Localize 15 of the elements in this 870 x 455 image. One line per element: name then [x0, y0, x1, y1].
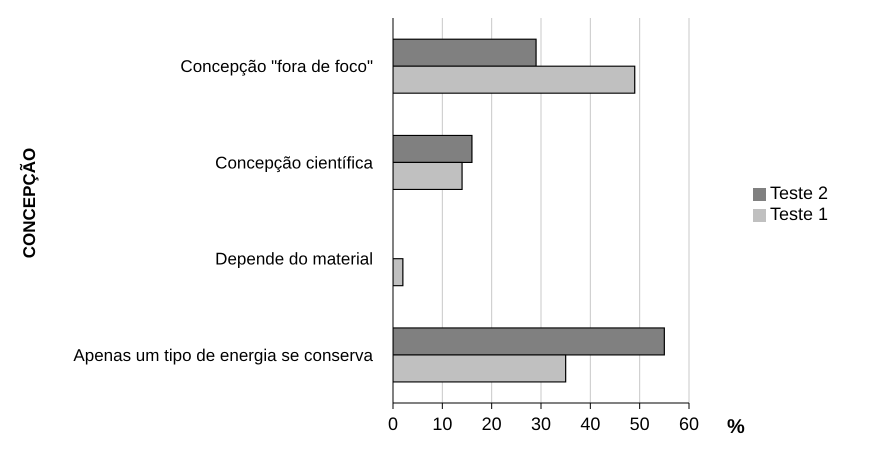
- x-tick-label: 20: [482, 414, 502, 434]
- x-tick-label: 40: [580, 414, 600, 434]
- x-tick-label: 30: [530, 414, 552, 434]
- y-tick-label: Concepção científica: [215, 153, 374, 172]
- y-axis-title: CONCEPÇÃO: [20, 148, 40, 258]
- x-tick-label: 0: [388, 414, 398, 434]
- legend-label: Teste 1: [770, 204, 828, 224]
- y-tick-label: Apenas um tipo de energia se conserva: [73, 346, 374, 365]
- x-axis-title: %: [727, 416, 745, 438]
- x-tick-label: 50: [630, 414, 650, 434]
- y-tick-label: Concepção "fora de foco": [180, 57, 373, 76]
- x-tick-label: 60: [678, 414, 700, 434]
- y-tick-label: Depende do material: [215, 250, 373, 269]
- x-tick-label: 10: [432, 414, 452, 434]
- legend-label: Teste 2: [770, 183, 828, 203]
